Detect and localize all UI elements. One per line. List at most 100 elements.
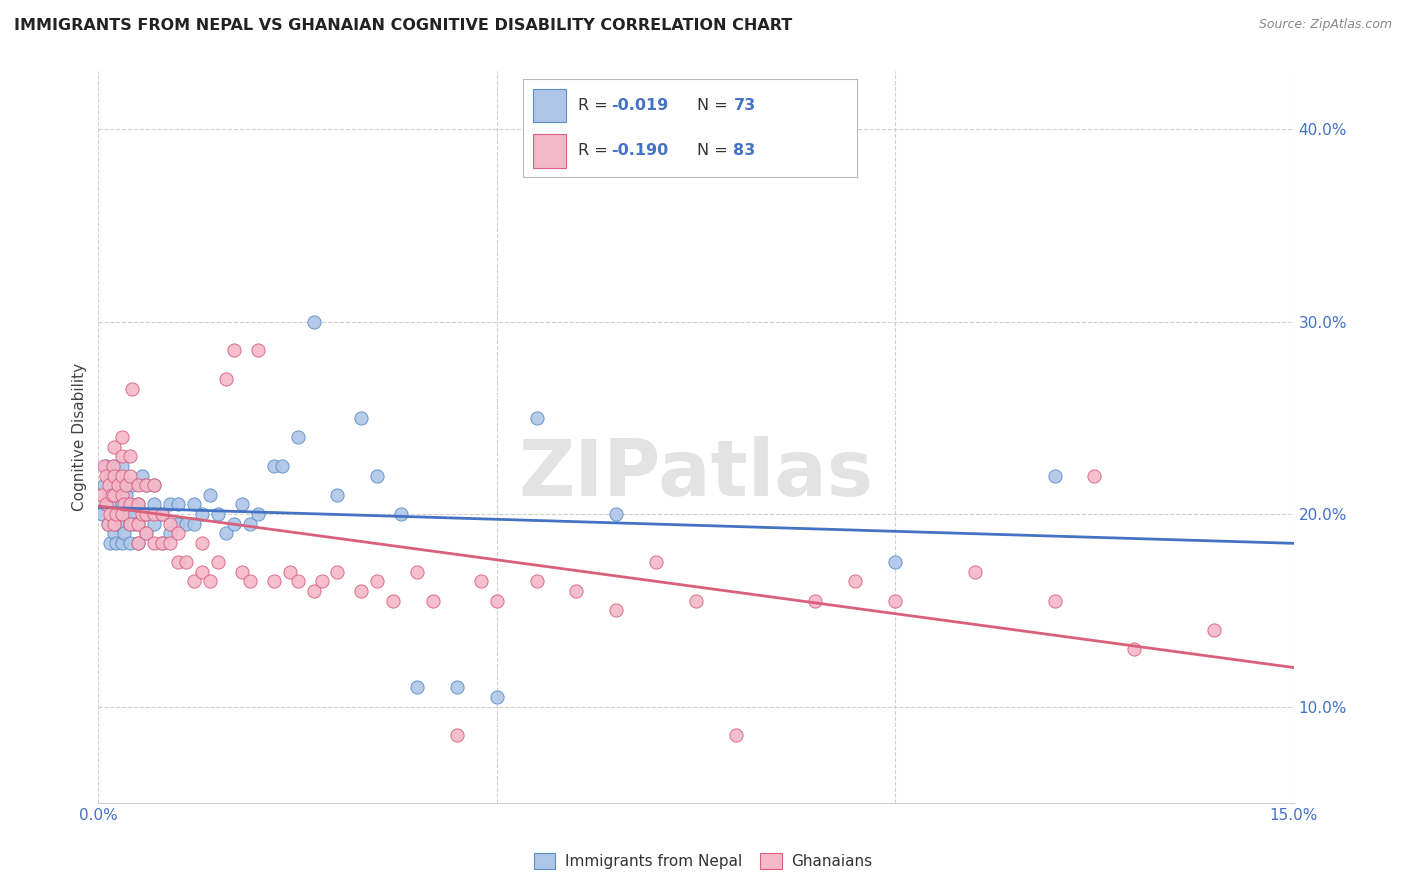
Point bbox=[183, 574, 205, 589]
Point bbox=[131, 468, 153, 483]
Point bbox=[389, 507, 412, 521]
Point bbox=[278, 565, 301, 579]
Point bbox=[120, 468, 142, 483]
Point bbox=[98, 507, 122, 521]
Point bbox=[143, 478, 166, 492]
Point bbox=[111, 507, 134, 521]
Point bbox=[121, 478, 143, 492]
Point bbox=[127, 498, 149, 512]
Point bbox=[111, 536, 134, 550]
Point bbox=[239, 516, 262, 531]
Point bbox=[111, 488, 134, 502]
Point bbox=[446, 681, 468, 695]
Point bbox=[143, 516, 166, 531]
Point bbox=[685, 593, 707, 607]
Point bbox=[326, 565, 349, 579]
Point bbox=[127, 516, 149, 531]
Point bbox=[135, 526, 157, 541]
Point bbox=[231, 565, 253, 579]
Point bbox=[246, 507, 269, 521]
Point bbox=[127, 536, 149, 550]
Point bbox=[724, 728, 747, 742]
Point bbox=[1123, 641, 1146, 656]
Point bbox=[112, 526, 135, 541]
Point bbox=[104, 516, 127, 531]
Point bbox=[107, 488, 129, 502]
Point bbox=[1202, 623, 1225, 637]
Point bbox=[565, 584, 588, 599]
Point bbox=[222, 516, 245, 531]
Point bbox=[103, 488, 125, 502]
Point bbox=[350, 584, 373, 599]
Point bbox=[103, 458, 125, 473]
Point bbox=[97, 478, 120, 492]
Point bbox=[104, 507, 127, 521]
Point bbox=[191, 536, 214, 550]
Point bbox=[135, 507, 157, 521]
Point bbox=[111, 430, 134, 444]
Point bbox=[120, 536, 142, 550]
Point bbox=[135, 507, 157, 521]
Point bbox=[131, 507, 153, 521]
Point bbox=[120, 516, 142, 531]
Point bbox=[120, 507, 142, 521]
Point bbox=[605, 603, 627, 617]
Point bbox=[311, 574, 333, 589]
Point bbox=[191, 507, 214, 521]
Point bbox=[470, 574, 492, 589]
Point bbox=[93, 478, 115, 492]
Point bbox=[104, 536, 127, 550]
Point bbox=[111, 468, 134, 483]
Point bbox=[207, 507, 229, 521]
Point bbox=[366, 468, 388, 483]
Point bbox=[101, 498, 124, 512]
Point bbox=[96, 458, 118, 473]
Point bbox=[963, 565, 986, 579]
Point bbox=[124, 516, 146, 531]
Point bbox=[302, 315, 325, 329]
Point bbox=[207, 555, 229, 569]
Text: Source: ZipAtlas.com: Source: ZipAtlas.com bbox=[1258, 18, 1392, 31]
Point bbox=[263, 574, 285, 589]
Point bbox=[446, 728, 468, 742]
Point bbox=[103, 516, 125, 531]
Point bbox=[159, 516, 181, 531]
Point bbox=[97, 488, 120, 502]
Point bbox=[101, 458, 124, 473]
Point bbox=[167, 498, 190, 512]
Point bbox=[111, 450, 134, 464]
Point bbox=[150, 536, 173, 550]
Point bbox=[103, 526, 125, 541]
Point bbox=[111, 478, 134, 492]
Point bbox=[485, 690, 508, 704]
Point bbox=[114, 507, 136, 521]
Point bbox=[150, 536, 173, 550]
Text: ZIPatlas: ZIPatlas bbox=[519, 435, 873, 512]
Point bbox=[215, 372, 238, 386]
Point bbox=[120, 498, 142, 512]
Point bbox=[115, 478, 138, 492]
Point bbox=[183, 516, 205, 531]
Point bbox=[366, 574, 388, 589]
Point bbox=[174, 555, 197, 569]
Point bbox=[526, 574, 548, 589]
Point bbox=[101, 488, 124, 502]
Point bbox=[485, 593, 508, 607]
Point bbox=[174, 516, 197, 531]
Point bbox=[526, 410, 548, 425]
Point bbox=[91, 488, 114, 502]
Point bbox=[645, 555, 668, 569]
Point bbox=[804, 593, 827, 607]
Point bbox=[167, 526, 190, 541]
Point bbox=[96, 498, 118, 512]
Point bbox=[1083, 468, 1105, 483]
Point bbox=[103, 440, 125, 454]
Point bbox=[135, 478, 157, 492]
Point bbox=[143, 478, 166, 492]
Point bbox=[103, 507, 125, 521]
Point bbox=[111, 516, 134, 531]
Point bbox=[127, 498, 149, 512]
Point bbox=[111, 458, 134, 473]
Point bbox=[167, 555, 190, 569]
Point bbox=[222, 343, 245, 358]
